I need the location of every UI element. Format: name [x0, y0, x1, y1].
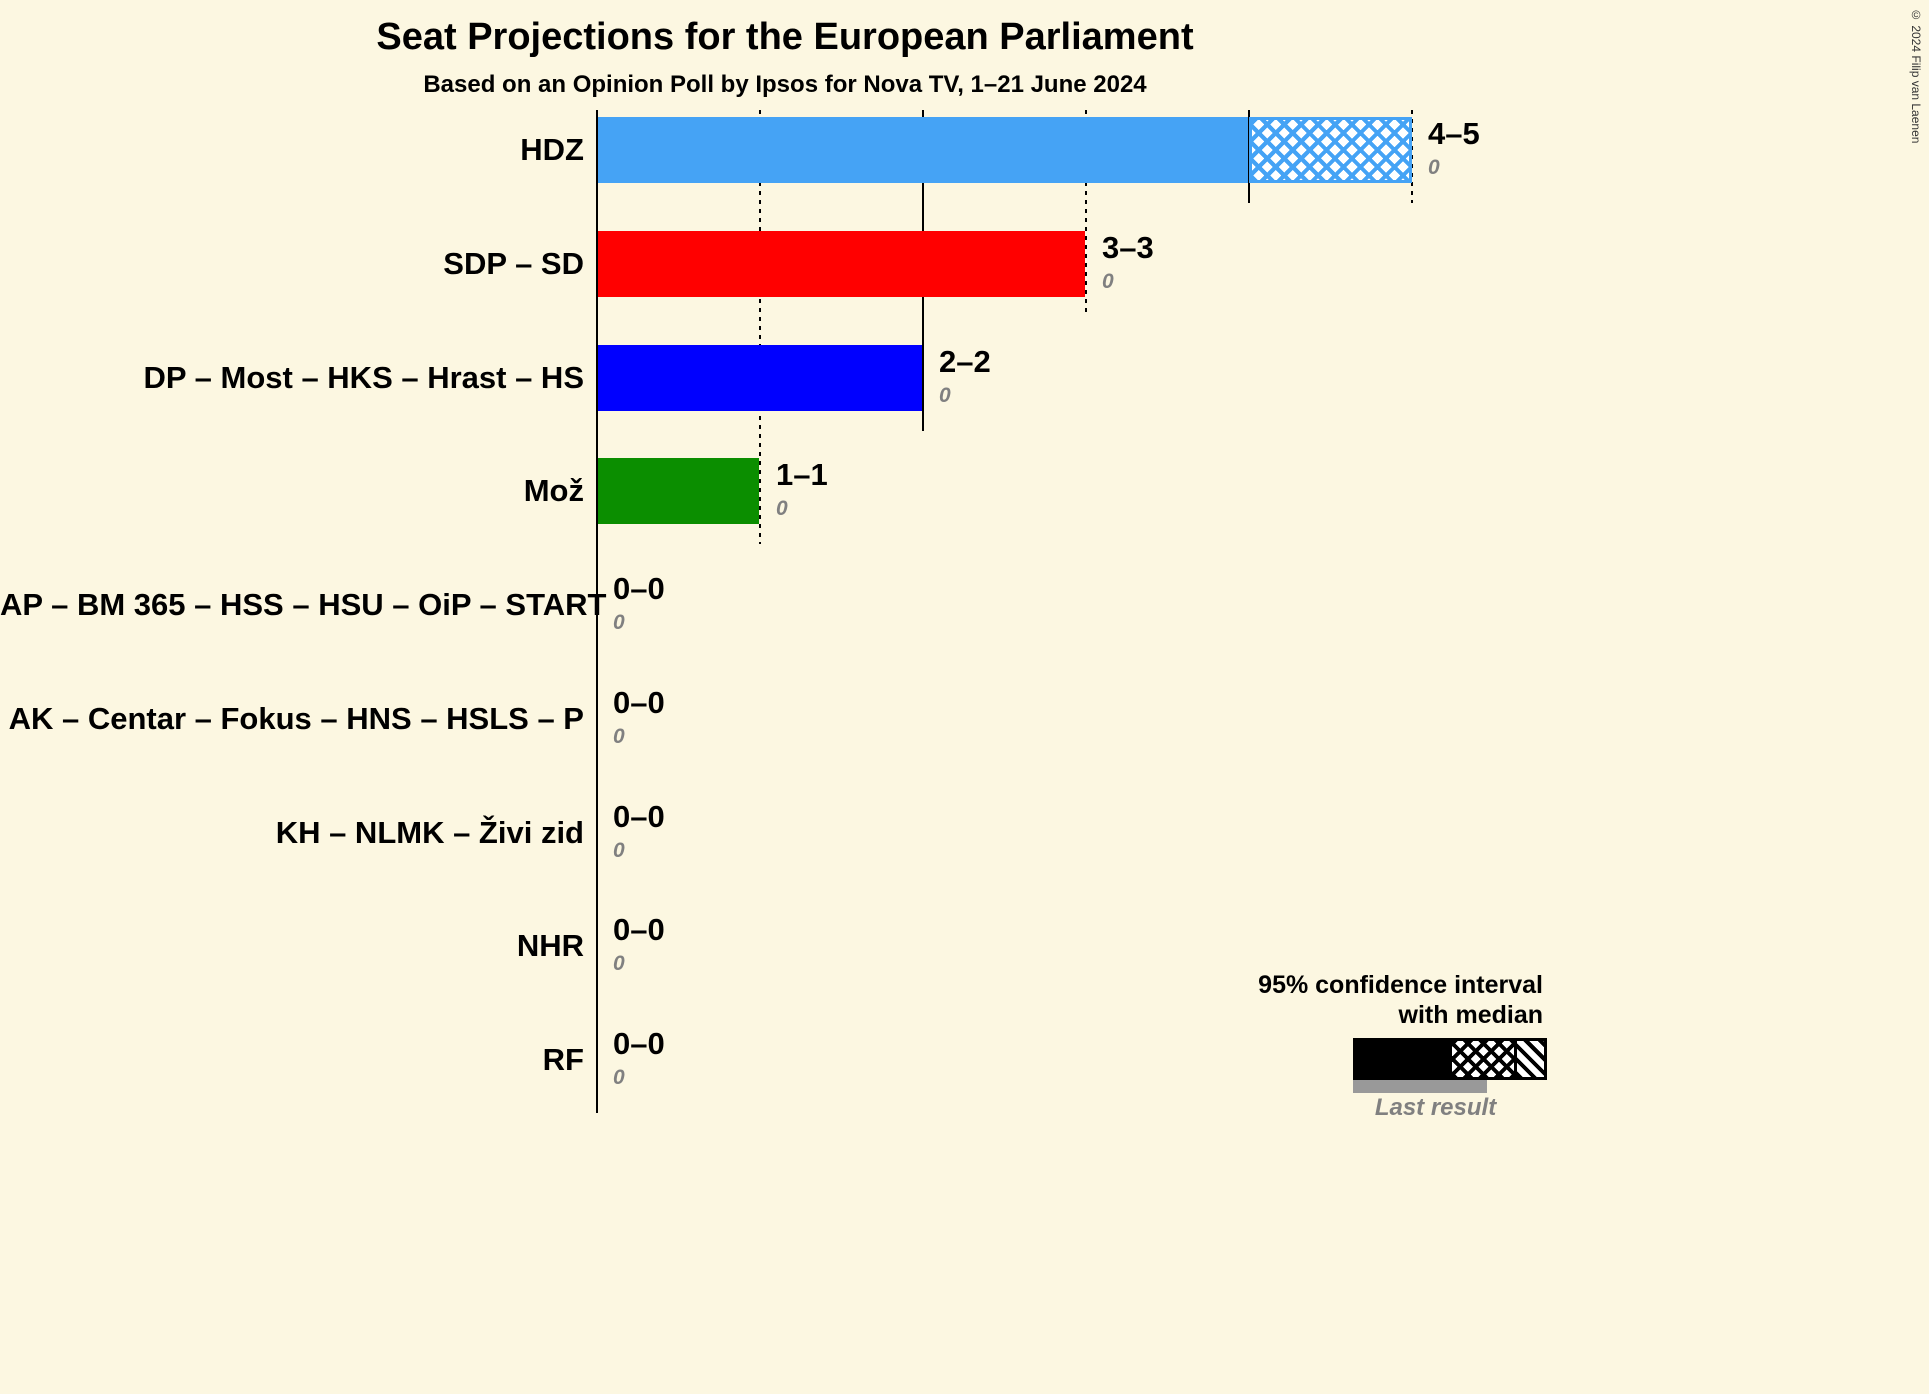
last-result-value: 0: [613, 724, 625, 748]
party-label: RF: [542, 1042, 584, 1077]
party-label: KH – NLMK – Živi zid: [275, 814, 584, 850]
last-result-value: 0: [1102, 269, 1114, 293]
last-result-value: 0: [613, 838, 625, 862]
chart-header: Seat Projections for the European Parlia…: [0, 16, 1570, 99]
legend-last-result-bar: [1353, 1080, 1487, 1093]
legend-ci-solid-segment: [1353, 1038, 1449, 1080]
last-result-value: 0: [613, 952, 625, 976]
seat-projection-value: 0–0: [613, 684, 665, 720]
party-label: AK – Centar – Fokus – HNS – HSLS – P: [8, 700, 584, 736]
gridline-seat-3: [1085, 110, 1087, 317]
value-label-group: 3–3 0: [1102, 229, 1154, 295]
last-result-value: 0: [1428, 156, 1440, 179]
value-label-group: 4–5 0: [1428, 117, 1480, 181]
gridline-seat-1: [759, 110, 761, 545]
legend-ci-line1: 95% confidence interval: [1258, 971, 1543, 999]
legend-ci-text: 95% confidence interval with median: [1100, 970, 1543, 1030]
legend-ci-crosshatch-segment: [1449, 1038, 1517, 1080]
y-axis-line: [596, 110, 598, 1113]
party-label: HDZ: [520, 132, 584, 167]
legend-ci-diagonal-segment: [1517, 1038, 1547, 1080]
party-label: AP – BM 365 – HSS – HSU – OiP – START: [0, 587, 607, 622]
value-label-group: 0–0 0: [613, 684, 665, 750]
seat-projection-value: 0–0: [613, 1026, 665, 1061]
party-label: NHR: [516, 928, 584, 964]
last-result-value: 0: [939, 383, 951, 407]
seat-projection-value: 0–0: [613, 912, 665, 948]
value-label-group: 1–1 0: [776, 458, 828, 522]
value-label-group: 0–0 0: [613, 913, 665, 977]
projection-bar: [598, 230, 1085, 297]
copyright-notice: © 2024 Filip van Laenen: [1909, 8, 1923, 144]
value-label-group: 0–0 0: [613, 572, 665, 636]
chart-subtitle: Based on an Opinion Poll by Ipsos for No…: [423, 71, 1147, 98]
legend-ci-bar: [1353, 1038, 1547, 1080]
last-result-value: 0: [776, 497, 788, 521]
last-result-value: 0: [613, 1066, 625, 1089]
legend-last-result-label: Last result: [1374, 1094, 1497, 1121]
seat-projection-value: 2–2: [939, 343, 991, 379]
legend-ci-line2: with median: [1398, 1001, 1543, 1029]
seat-projection-value: 3–3: [1102, 229, 1154, 265]
confidence-interval-hatch: [1249, 117, 1412, 183]
value-label-group: 0–0 0: [613, 1027, 665, 1091]
chart-title: Seat Projections for the European Parlia…: [376, 16, 1194, 58]
last-result-value: 0: [613, 611, 625, 634]
value-label-group: 2–2 0: [939, 343, 991, 409]
projection-bar: [598, 458, 759, 525]
party-label: DP – Most – HKS – Hrast – HS: [143, 359, 584, 395]
value-label-group: 0–0 0: [613, 798, 665, 864]
projection-bar: [598, 117, 1248, 183]
seat-projection-value: 0–0: [613, 798, 665, 834]
gridline-seat-5: [1411, 110, 1413, 203]
party-label: Mož: [523, 473, 584, 509]
seat-projection-value: 0–0: [613, 571, 665, 606]
projection-bar: [598, 344, 922, 411]
party-label: SDP – SD: [443, 245, 584, 281]
seat-projection-value: 1–1: [776, 457, 828, 493]
seat-projection-value: 4–5: [1428, 116, 1480, 151]
